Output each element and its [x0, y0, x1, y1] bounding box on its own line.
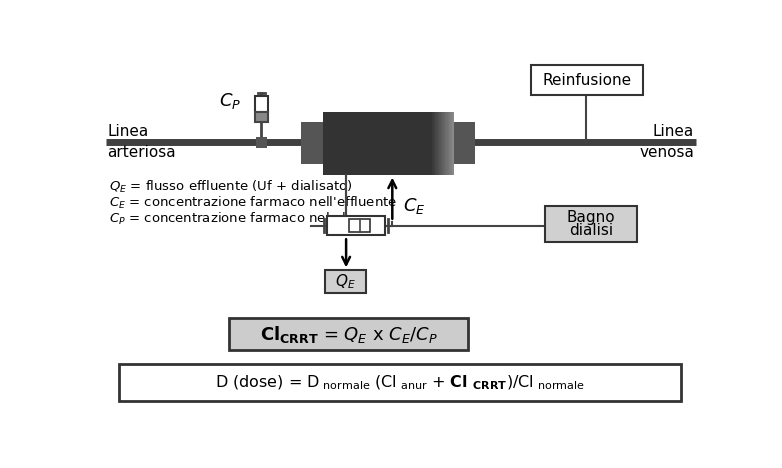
Bar [323, 111, 454, 175]
Text: $\mathbf{Cl}_{\mathbf{CRRT}}$ = $Q_E$ x $C_E$/$C_P$: $\mathbf{Cl}_{\mathbf{CRRT}}$ = $Q_E$ x … [260, 324, 437, 344]
Text: $C_E$: $C_E$ [403, 196, 425, 216]
Bar [229, 318, 468, 351]
Text: dialisi: dialisi [569, 223, 613, 238]
Bar [454, 122, 475, 164]
Text: Linea: Linea [107, 124, 149, 139]
Text: $Q_E$ = flusso effluente (Uf + dialisato): $Q_E$ = flusso effluente (Uf + dialisato… [109, 179, 353, 196]
Bar [119, 364, 681, 401]
Text: Linea: Linea [653, 124, 694, 139]
Text: $C_P$ = concentrazione farmaco nel plasma: $C_P$ = concentrazione farmaco nel plasm… [109, 210, 382, 227]
Text: venosa: venosa [639, 146, 694, 161]
Text: Reinfusione: Reinfusione [542, 73, 631, 88]
Bar [327, 216, 385, 235]
Text: D (dose) = D$_{\rm\ normale}$ (Cl$_{\rm\ anur}$ + $\mathbf{Cl\ }_{\mathbf{CRRT}}: D (dose) = D$_{\rm\ normale}$ (Cl$_{\rm\… [215, 373, 585, 392]
Bar [256, 137, 267, 148]
Bar [325, 270, 366, 293]
Bar [349, 219, 371, 232]
Text: $Q_E$: $Q_E$ [335, 272, 356, 291]
Bar [545, 206, 637, 242]
Text: Bagno: Bagno [567, 210, 615, 226]
Text: arteriosa: arteriosa [107, 146, 176, 161]
Bar [255, 111, 267, 122]
Text: $C_E$ = concentrazione farmaco nell'effluente: $C_E$ = concentrazione farmaco nell'effl… [109, 195, 397, 211]
Bar [255, 96, 267, 111]
Bar [531, 66, 643, 95]
Text: $C_P$: $C_P$ [219, 91, 242, 111]
Bar [301, 122, 323, 164]
